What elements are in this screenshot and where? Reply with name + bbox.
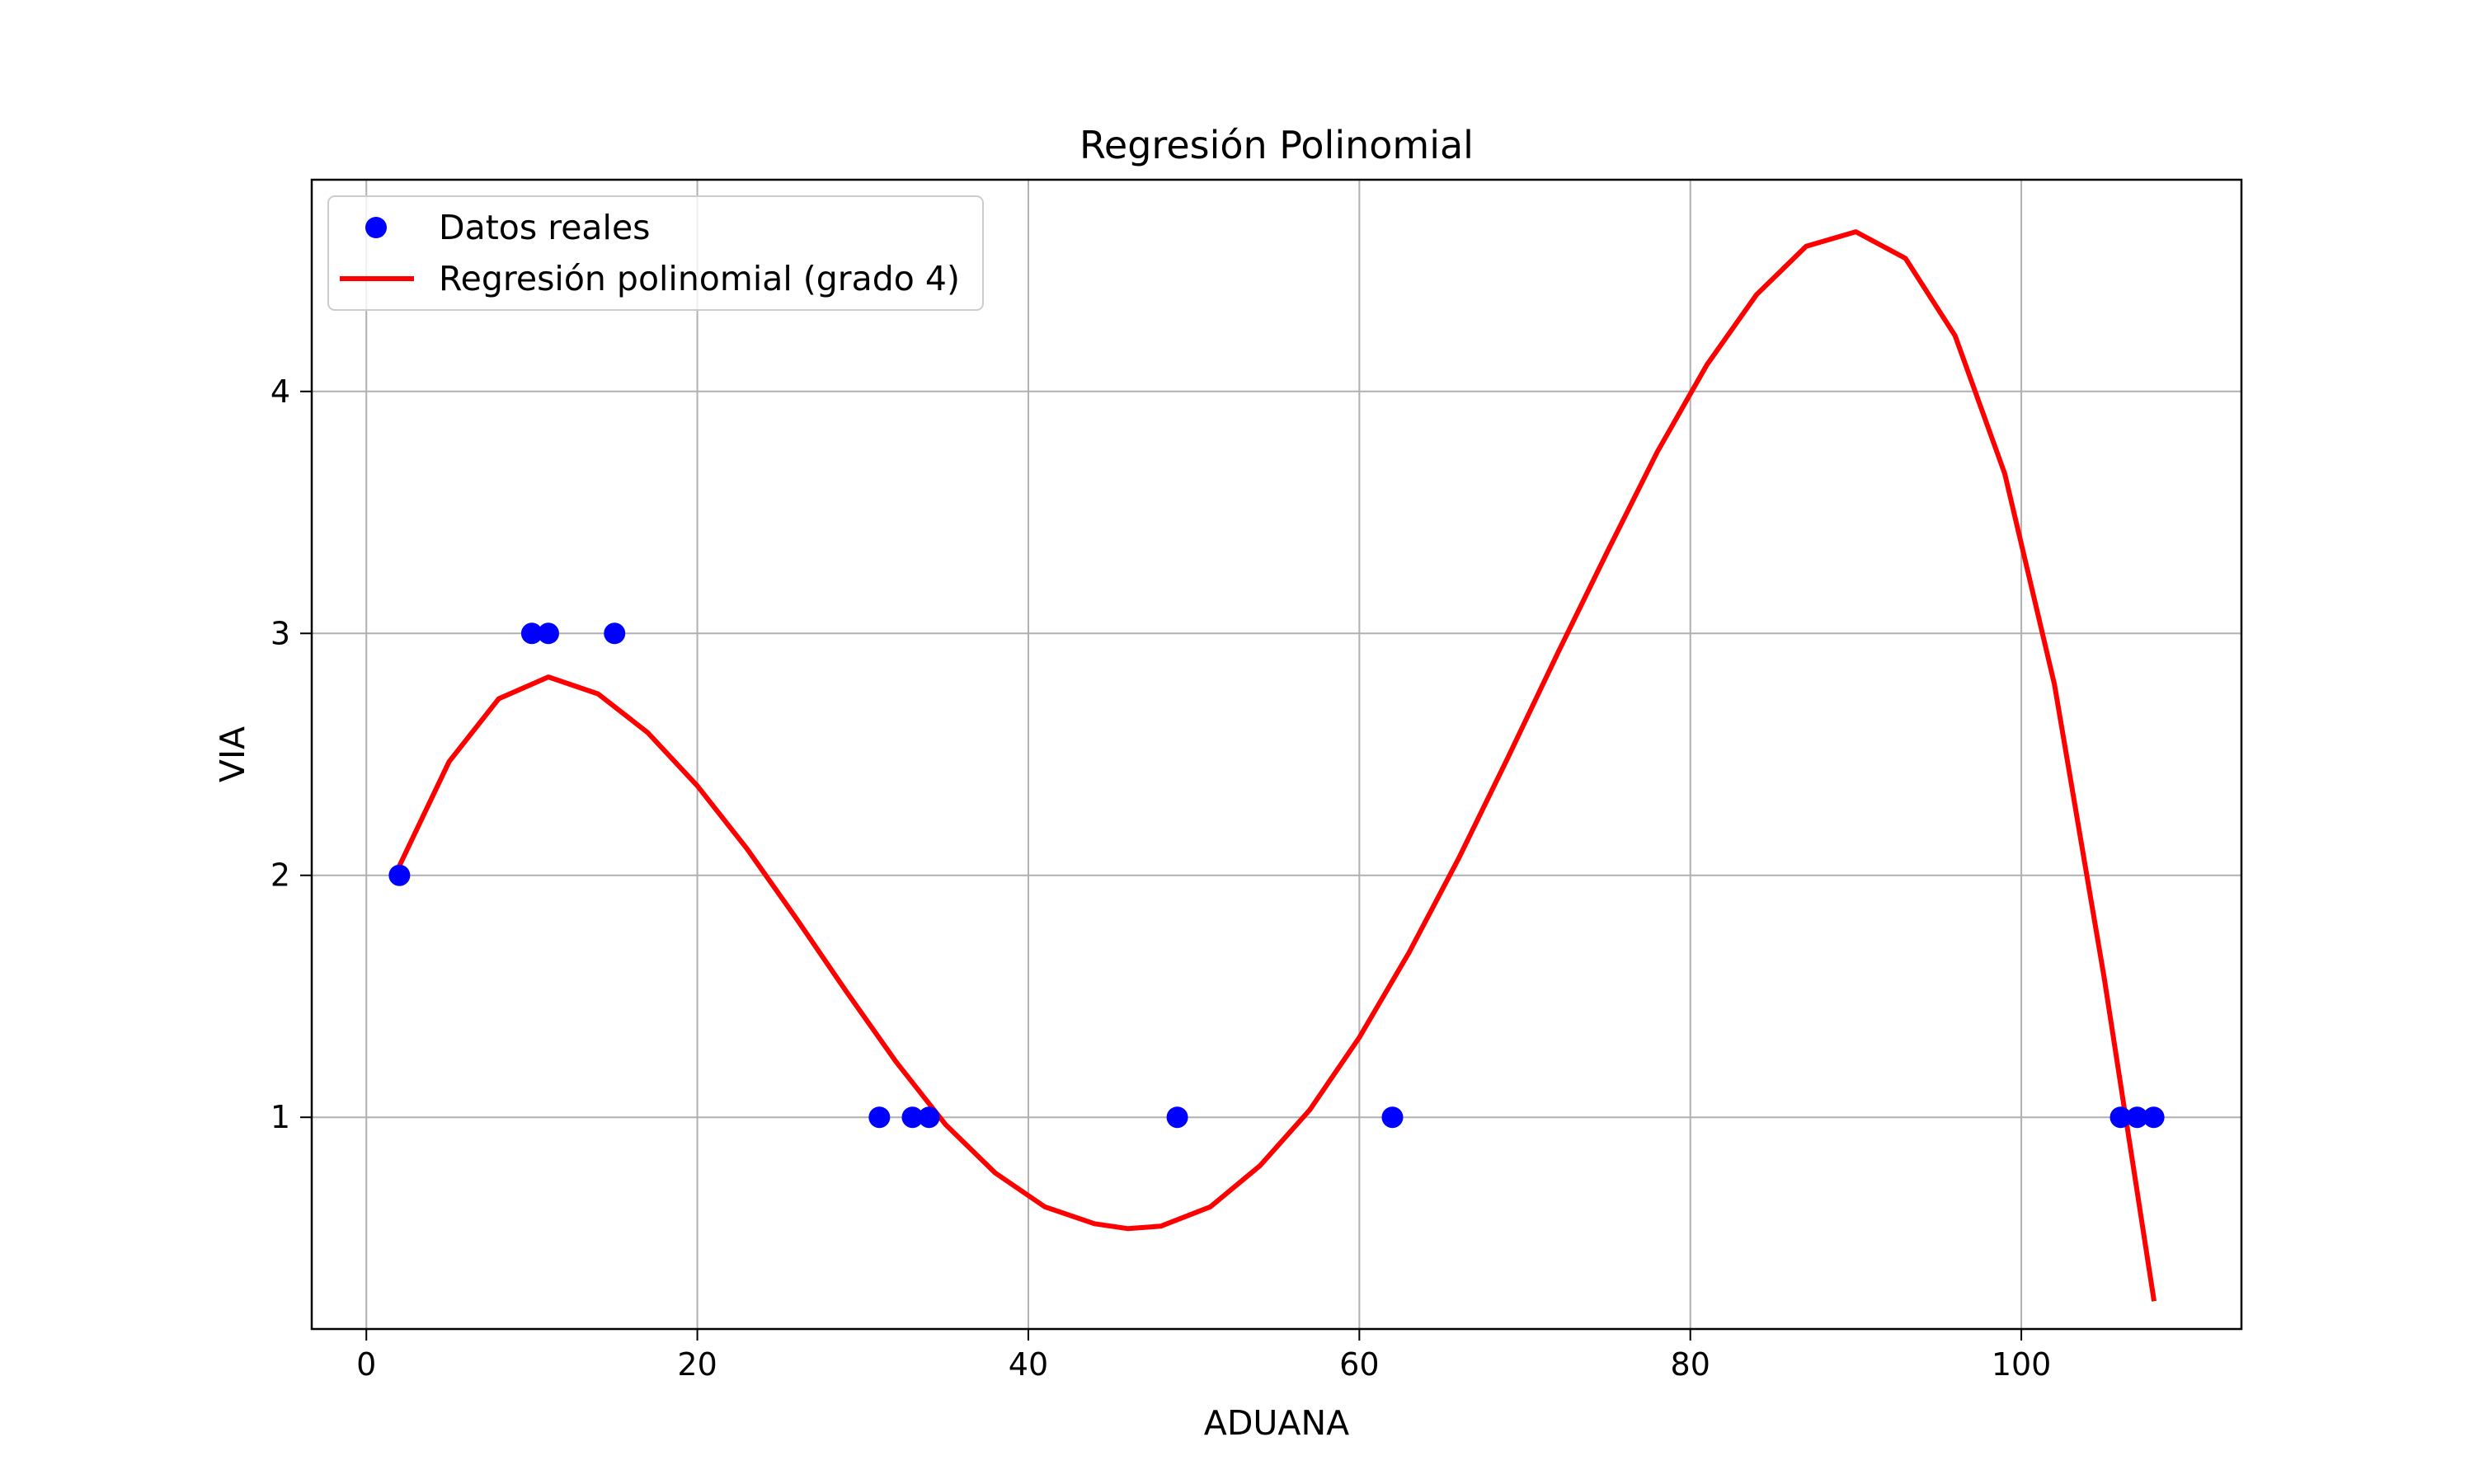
plot-data (388, 229, 2165, 1302)
x-axis-title: ADUANA (1204, 1403, 1349, 1443)
y-axis-title: VIA (213, 726, 252, 782)
data-point (901, 1106, 924, 1129)
x-tick-label: 100 (1992, 1346, 2052, 1383)
data-point (1381, 1106, 1404, 1129)
chart-title: Regresión Polinomial (1079, 123, 1474, 167)
x-tick-label: 0 (356, 1346, 376, 1383)
legend-label-scatter: Datos reales (439, 208, 651, 247)
x-tick-label: 20 (677, 1346, 717, 1383)
data-point (388, 864, 411, 886)
x-tick-label: 80 (1671, 1346, 1710, 1383)
data-point (868, 1106, 891, 1129)
y-tick-label: 3 (270, 615, 290, 651)
data-point (1166, 1106, 1188, 1129)
axis-ticks: 0 20 40 60 80 100 1 2 3 4 (270, 373, 2052, 1383)
data-point (2126, 1106, 2148, 1129)
legend-box (327, 195, 984, 311)
data-point (2142, 1106, 2165, 1129)
x-tick-label: 40 (1009, 1346, 1048, 1383)
grid-lines (312, 180, 2241, 1329)
y-tick-label: 1 (270, 1099, 290, 1135)
legend-marker-scatter (365, 217, 387, 238)
data-point (604, 622, 626, 645)
data-point (537, 622, 559, 645)
y-tick-label: 2 (270, 857, 290, 894)
regression-curve (396, 229, 2157, 1302)
legend: Datos reales Regresión polinomial (grado… (327, 195, 984, 311)
legend-label-line: Regresión polinomial (grado 4) (439, 259, 960, 298)
data-point (918, 1106, 940, 1129)
data-point (520, 622, 543, 645)
plot-frame (310, 178, 2243, 1331)
data-point (2109, 1106, 2132, 1129)
x-tick-label: 60 (1339, 1346, 1379, 1383)
y-tick-label: 4 (270, 373, 290, 410)
